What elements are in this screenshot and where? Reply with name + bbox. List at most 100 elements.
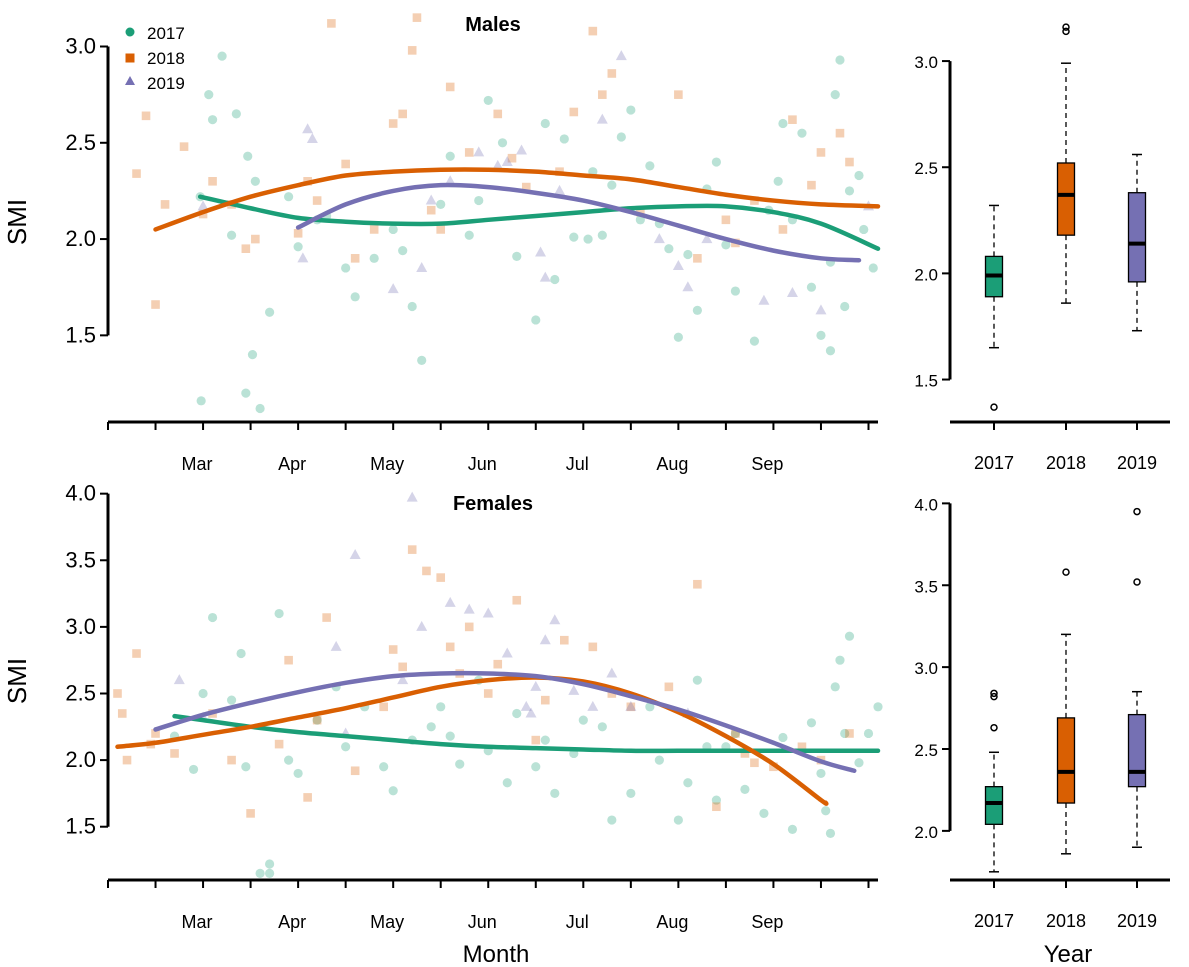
point-2018 [588,642,598,652]
box-2018 [1056,717,1076,804]
point-2017 [312,715,322,725]
legend-2018-marker [125,53,135,63]
point-2018 [379,702,388,712]
point-2017 [759,808,769,818]
point-2017 [730,286,741,296]
point-2017 [854,758,864,768]
point-2017 [825,828,836,838]
point-2019 [786,286,798,297]
x-tick-label: May [370,454,404,474]
point-2019 [549,614,561,625]
legend-2017-marker [125,27,135,37]
point-2017 [569,232,579,242]
point-2017 [773,176,783,186]
point-2017 [626,788,636,799]
x-tick-label: 2018 [1046,911,1086,931]
point-2017 [859,224,869,235]
legend-2018-label: 2018 [147,49,185,68]
point-2017 [673,332,683,342]
point-2018 [141,111,151,121]
point-2017 [721,240,731,250]
point-2017 [265,307,275,317]
y-tick-label: 3.0 [65,614,96,639]
point-2019 [330,640,342,651]
y-tick-label: 2.5 [914,741,938,760]
point-2018 [407,545,417,554]
box-2018 [1056,162,1076,236]
point-2019 [539,634,551,645]
point-2017 [578,715,588,725]
outlier-2018 [1062,27,1070,36]
fit-line-2018 [115,675,829,806]
point-2017 [512,708,522,719]
point-2018 [750,758,759,768]
point-2018 [227,755,236,765]
point-2018 [607,689,617,698]
outlier-2018 [1062,568,1070,576]
point-2018 [293,228,303,238]
point-2017 [445,731,455,741]
y-tick-label: 4.0 [65,481,96,506]
point-2018 [664,682,674,692]
point-2017 [840,728,850,739]
point-2018 [303,793,312,802]
point-2018 [436,225,446,234]
y-tick-label: 1.5 [914,372,938,391]
point-2018 [251,234,260,244]
point-2017 [250,176,260,186]
x-tick-label: Jun [468,912,497,932]
point-2017 [379,762,389,772]
point-2017 [797,128,807,138]
point-2018 [179,142,189,151]
legend-2017-label: 2017 [147,24,185,43]
point-2017 [830,682,840,692]
point-2017 [369,253,379,263]
males-box-panel: 1.5 2.0 2.5 3.0 2017 2018 2019 [914,23,1170,473]
point-2019 [606,667,618,678]
outlier-2017 [990,692,998,701]
point-2017 [350,292,360,302]
point-2017 [274,608,284,619]
point-2017 [196,396,206,406]
point-2017 [645,702,655,712]
point-2019 [554,184,566,195]
point-2017 [265,859,275,869]
y-tick-label: 4.0 [914,495,938,514]
point-2018 [507,153,517,163]
point-2018 [398,109,407,119]
point-2017 [645,161,655,171]
females-y-label: SMI [2,658,32,704]
point-2019 [416,261,428,272]
point-2017 [284,755,294,765]
point-2017 [550,274,560,285]
point-2018 [559,635,569,645]
point-2017 [830,90,840,100]
point-2017 [863,728,874,739]
point-2019 [701,233,713,244]
point-2017 [840,301,850,312]
y-tick-label: 3.5 [65,547,96,572]
outlier-2019 [1133,578,1141,586]
point-2017 [341,263,351,273]
point-2019 [473,146,485,157]
point-2018 [636,207,645,217]
point-2018 [327,19,336,28]
point-2019 [463,603,475,614]
point-2018 [388,645,398,654]
point-2017 [740,784,750,795]
point-2017 [398,246,408,256]
point-2017 [243,151,253,161]
point-2017 [204,90,214,100]
point-2018 [797,742,807,752]
point-2017 [241,762,251,772]
point-2019 [587,700,599,711]
legend: 2017 2018 2019 [125,24,185,93]
point-2017 [445,151,455,161]
point-2017 [816,768,826,779]
point-2017 [607,180,617,190]
month-axis-label: Month [463,941,530,967]
point-2017 [483,95,493,106]
point-2018 [483,689,493,698]
point-2019 [444,596,456,607]
y-tick-label: 2.5 [65,130,96,155]
